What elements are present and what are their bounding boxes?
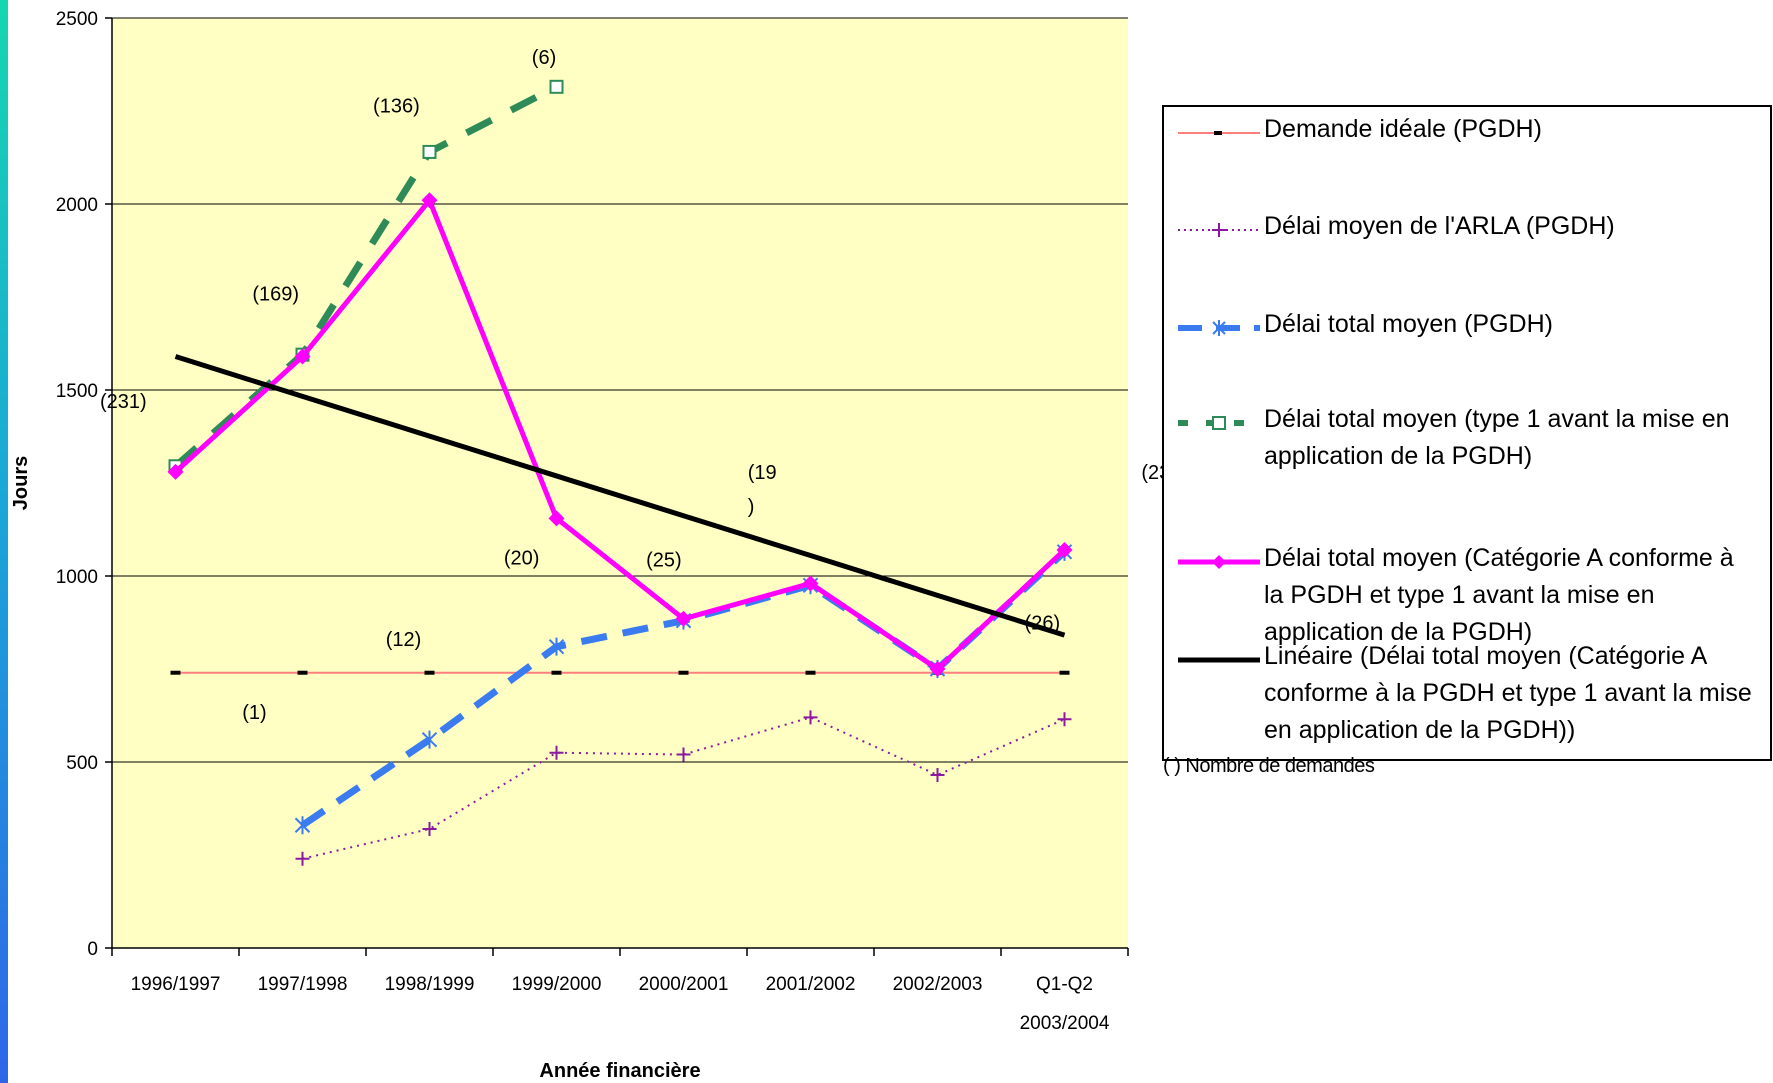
annotation-3: (6)	[532, 47, 556, 69]
legend-swatch-delai-categorie-a	[1178, 555, 1260, 569]
y-tick-label-2000: 2000	[56, 195, 98, 216]
legend-swatch-lineaire	[1178, 657, 1260, 663]
series-2-point-3	[548, 637, 565, 656]
legend-swatch-delai-arla	[1178, 223, 1260, 237]
legend-label-demande-ideale: Demande idéale (PGDH)	[1264, 115, 1542, 143]
y-tick-label-0: 0	[87, 939, 98, 960]
annotation-2: (136)	[373, 95, 420, 117]
left-edge-strip	[0, 0, 8, 1083]
series-4-point-6	[929, 661, 946, 677]
annotation-0: (231)	[100, 391, 147, 413]
series-1-point-6	[930, 768, 945, 783]
series-3-point-3	[549, 79, 564, 94]
series-layer	[167, 79, 1073, 866]
annotation-9: (26)	[1025, 613, 1061, 635]
legend-label-delai-arla: Délai moyen de l'ARLA (PGDH)	[1264, 212, 1615, 240]
series-0-point-3	[551, 670, 562, 675]
series-3-point-2	[422, 144, 437, 159]
legend-swatch-delai-total-pgdh	[1178, 320, 1260, 336]
series-4-point-0	[167, 463, 184, 480]
series-1-point-5	[803, 710, 818, 725]
legend-item-delai-type1: Délai total moyen (type 1 avant la mise …	[1164, 401, 1770, 475]
annotation-8: (19	[748, 462, 777, 484]
series-1-point-2	[422, 821, 437, 836]
legend-label-delai-total-pgdh: Délai total moyen (PGDH)	[1264, 310, 1553, 338]
x-tick-label-5: 2001/2002	[766, 974, 856, 995]
y-tick-label-1500: 1500	[56, 381, 98, 402]
series-1-point-3	[549, 745, 564, 760]
x-tick-label-1: 1997/1998	[258, 974, 348, 995]
series-4-point-7	[1056, 541, 1073, 558]
series-0-point-7	[1059, 670, 1070, 675]
series-2-point-1	[294, 816, 311, 835]
plot-area	[112, 18, 1128, 948]
series-4-point-2	[421, 192, 438, 209]
series-0-point-1	[297, 670, 308, 675]
annotation-6: (20)	[504, 547, 540, 569]
x-axis-ticks: 1996/1997 1997/1998 1998/1999 1999/2000 2000…	[111, 948, 1129, 1034]
series-4	[167, 192, 1073, 677]
legend-item-delai-categorie-a: Délai total moyen (Catégorie A conforme …	[1164, 540, 1770, 651]
series-5	[174, 354, 1066, 638]
series-1-point-7	[1057, 712, 1072, 727]
series-1	[295, 710, 1072, 866]
legend-item-delai-total-pgdh: Délai total moyen (PGDH)	[1164, 306, 1770, 343]
x-tick-label-4: 2000/2001	[639, 974, 729, 995]
legend-label-lineaire: Linéaire (Délai total moyen (Catégorie A…	[1264, 642, 1752, 744]
legend-label-delai-type1: Délai total moyen (type 1 avant la mise …	[1264, 405, 1730, 470]
legend-item-delai-arla: Délai moyen de l'ARLA (PGDH)	[1164, 208, 1770, 245]
x-axis-title: Année financière	[539, 1060, 700, 1082]
annotation-1: (169)	[252, 283, 299, 305]
y-axis-title: Jours	[10, 456, 32, 510]
y-tick-label-1000: 1000	[56, 567, 98, 588]
y-tick-label-2500: 2500	[56, 9, 98, 30]
series-4-point-3	[548, 510, 565, 527]
legend-item-demande-ideale: Demande idéale (PGDH)	[1164, 111, 1770, 148]
y-axis-ticks: 0 500 1000 1500 2000 2500	[56, 9, 112, 960]
annotation-8-line-1: )	[748, 496, 755, 518]
series-1-point-4	[676, 747, 691, 762]
series-1-point-1	[295, 851, 310, 866]
y-tick-label-500: 500	[66, 753, 98, 774]
series-0-point-2	[424, 670, 435, 675]
x-tick-label-7-line-1: 2003/2004	[1020, 1013, 1110, 1034]
x-tick-label-0: 1996/1997	[131, 974, 221, 995]
series-4-point-4	[675, 610, 692, 627]
annotation-7: (25)	[646, 549, 682, 571]
series-0-point-5	[805, 670, 816, 675]
legend-label-delai-categorie-a: Délai total moyen (Catégorie A conforme …	[1264, 544, 1734, 646]
series-2-point-2	[421, 730, 438, 749]
x-tick-label-3: 1999/2000	[512, 974, 602, 995]
x-tick-label-6: 2002/2003	[893, 974, 983, 995]
annotation-5: (12)	[386, 629, 422, 651]
legend-item-lineaire: Linéaire (Délai total moyen (Catégorie A…	[1164, 638, 1770, 749]
series-0-point-4	[678, 670, 689, 675]
annotation-4: (1)	[242, 702, 266, 724]
legend-swatch-delai-type1	[1178, 416, 1260, 430]
series-0-point-0	[170, 670, 181, 675]
legend-footnote: ( ) Nombre de demandes	[1163, 755, 1375, 777]
legend: Demande idéale (PGDH) Délai moyen de l'A…	[1162, 105, 1772, 761]
series-4-point-1	[294, 348, 311, 365]
series-0	[170, 670, 1070, 675]
series-5-line-0	[174, 354, 1066, 638]
series-4-point-5	[802, 575, 819, 592]
series-4-line-0	[173, 197, 1067, 672]
x-tick-label-2: 1998/1999	[385, 974, 475, 995]
legend-swatch-demande-ideale	[1178, 131, 1260, 135]
x-tick-label-7: Q1-Q2	[1036, 974, 1093, 995]
